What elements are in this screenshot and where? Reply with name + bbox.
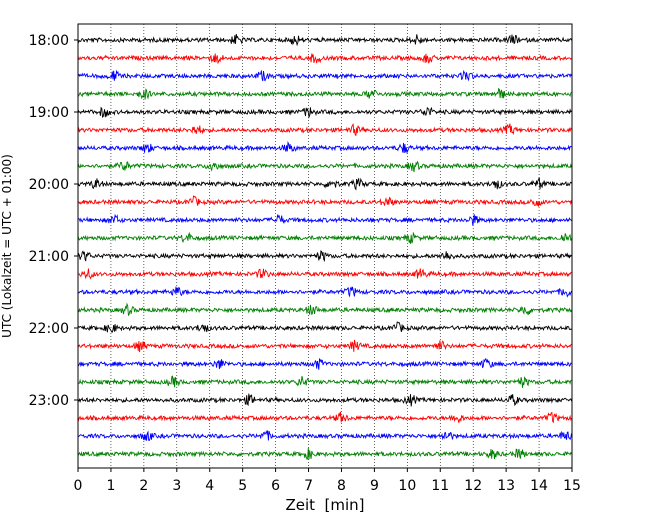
trace-1800 — [77, 33, 572, 47]
trace-1930 — [77, 140, 572, 155]
trace-2300 — [77, 393, 572, 407]
trace-2015 — [77, 195, 572, 207]
seismic-traces — [77, 33, 572, 460]
trace-2115 — [77, 268, 572, 280]
y-tick-label-3: 21:00 — [29, 249, 69, 265]
x-tick-label-8: 8 — [337, 478, 346, 494]
x-tick-label-2: 2 — [139, 478, 148, 494]
y-tick-label-2: 20:00 — [29, 177, 69, 193]
x-tick-label-13: 13 — [497, 478, 515, 494]
trace-2000 — [77, 177, 572, 191]
x-axis-ticks: 0 1 2 3 4 5 6 7 8 9 10 11 12 13 14 15 — [74, 468, 581, 494]
trace-1830 — [77, 69, 572, 82]
trace-1815 — [77, 53, 572, 65]
x-tick-label-11: 11 — [431, 478, 449, 494]
x-tick-label-14: 14 — [530, 478, 548, 494]
plot-frame — [77, 23, 573, 469]
x-tick-label-0: 0 — [74, 478, 83, 494]
trace-2030 — [77, 213, 572, 226]
x-tick-label-1: 1 — [106, 478, 115, 494]
trace-1915 — [77, 122, 572, 137]
grid-lines — [110, 24, 540, 468]
trace-2045 — [77, 231, 572, 244]
trace-2145 — [77, 302, 572, 317]
x-tick-label-3: 3 — [172, 478, 181, 494]
y-tick-label-0: 18:00 — [29, 33, 69, 49]
trace-2130 — [77, 286, 572, 298]
x-tick-label-10: 10 — [398, 478, 416, 494]
y-tick-label-4: 22:00 — [29, 321, 69, 337]
trace-1845 — [77, 87, 572, 100]
y-axis-ticks: 18:00 19:00 20:00 21:00 22:00 23:00 — [29, 33, 78, 409]
trace-1945 — [77, 160, 572, 173]
y-tick-label-1: 19:00 — [29, 105, 69, 121]
trace-2330 — [77, 430, 572, 441]
y-tick-label-5: 23:00 — [29, 393, 69, 409]
x-tick-label-7: 7 — [304, 478, 313, 494]
x-tick-label-6: 6 — [271, 478, 280, 494]
trace-2100 — [77, 250, 572, 263]
trace-2230 — [77, 358, 572, 370]
x-tick-label-12: 12 — [464, 478, 482, 494]
x-tick-label-5: 5 — [238, 478, 247, 494]
trace-2215 — [77, 339, 572, 353]
trace-1900 — [77, 106, 572, 119]
x-tick-label-9: 9 — [370, 478, 379, 494]
x-tick-label-4: 4 — [205, 478, 214, 494]
trace-2200 — [77, 321, 572, 333]
trace-2345 — [77, 447, 572, 460]
x-tick-label-15: 15 — [563, 478, 581, 494]
x-axis-label: Zeit [min] — [285, 496, 364, 514]
trace-2245 — [77, 375, 572, 388]
y-axis-label: UTC (Lokalzeit = UTC + 01:00) — [0, 154, 14, 338]
trace-2315 — [77, 411, 572, 424]
